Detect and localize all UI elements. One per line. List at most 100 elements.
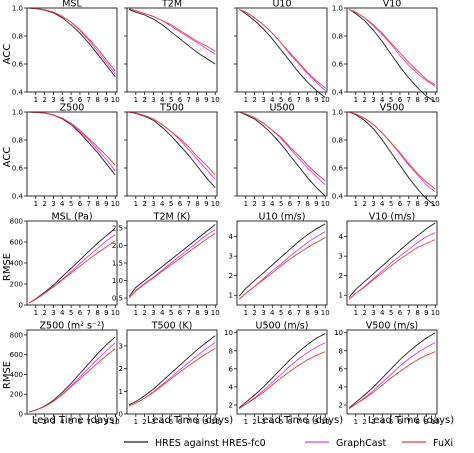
panel-frame [346, 111, 438, 197]
row-label-4: RMSE [2, 361, 13, 389]
x-tick-label: 6 [78, 96, 83, 104]
series-line-graphcast [128, 229, 216, 299]
panel-title: Z500 (m² s⁻²) [40, 321, 105, 332]
x-tick-label: 4 [270, 200, 275, 208]
y-tick-label: 0 [119, 411, 123, 419]
x-tick-label: 8 [95, 96, 99, 104]
x-tick-label: 2 [142, 96, 146, 104]
x-tick-label: 4 [270, 418, 275, 426]
x-tick-label: 5 [169, 200, 173, 208]
x-tick-label: 6 [288, 418, 293, 426]
row-label-3: RMSE [2, 253, 13, 281]
y-tick-label: 0.8 [332, 137, 343, 145]
x-tick-label: 2 [362, 309, 366, 317]
x-tick-label: 2 [42, 309, 46, 317]
x-tick-label: 9 [424, 309, 428, 317]
x-tick-label: 1 [34, 200, 38, 208]
x-tick-label: 1 [34, 309, 38, 317]
x-tick-label: 8 [415, 418, 419, 426]
series-line-fuxi [129, 111, 216, 176]
x-tick-label: 2 [362, 200, 366, 208]
panel-frame [26, 329, 118, 415]
x-tick-label: 1 [134, 200, 138, 208]
x-tick-label: 9 [314, 309, 318, 317]
x-tick-label: 1 [244, 309, 248, 317]
x-tick-label: 6 [398, 96, 403, 104]
x-tick-label: 2 [362, 418, 366, 426]
x-tick-label: 2 [42, 200, 46, 208]
x-tick-label: 6 [78, 200, 83, 208]
x-tick-label: 8 [195, 96, 199, 104]
y-tick-label: 2.0 [112, 242, 123, 250]
y-tick-label: 800 [10, 331, 23, 339]
y-tick-label: 1.0 [12, 5, 23, 13]
legend: HRES against HRES-fc0 GraphCast FuXi [124, 438, 453, 449]
x-tick-label: 5 [169, 309, 173, 317]
panel-frame [126, 111, 218, 197]
series-line-hres [28, 228, 116, 304]
x-tick-label: 5 [389, 309, 393, 317]
x-tick-label: 7 [407, 96, 411, 104]
series-line-hres [29, 111, 116, 176]
legend-label-graphcast: GraphCast [336, 438, 387, 449]
y-tick-label: 0.5 [112, 295, 123, 303]
x-tick-label: 3 [371, 96, 375, 104]
x-tick-label: 2 [142, 309, 146, 317]
y-tick-label: 0.4 [12, 193, 24, 201]
y-tick-label: 1 [119, 388, 123, 396]
y-tick-label: 3 [339, 253, 343, 261]
panel-title: T2M [161, 0, 182, 10]
x-tick-label: 4 [380, 309, 385, 317]
series-line-graphcast [29, 342, 116, 413]
panel-title: Z500 [60, 103, 85, 114]
y-tick-label: 2 [229, 401, 233, 409]
x-tick-label: 10 [321, 309, 330, 317]
y-tick-label: 6 [229, 365, 234, 373]
x-tick-label: 7 [297, 418, 301, 426]
x-tick-label: 4 [60, 96, 65, 104]
x-tick-label: 1 [134, 309, 138, 317]
panel-frame [26, 7, 118, 93]
x-tick-label: 4 [270, 309, 275, 317]
panel-6: T500 1 2 3 4 5 6 7 8 9 10 [124, 103, 220, 208]
x-tick-label: 9 [314, 418, 318, 426]
y-tick-label: 1.5 [112, 260, 123, 268]
x-tick-label: 7 [187, 309, 191, 317]
x-tick-label: 3 [261, 418, 265, 426]
y-tick-label: 4 [229, 233, 234, 241]
y-tick-label: 4 [339, 383, 344, 391]
y-tick-label: 200 [10, 391, 23, 399]
x-tick-label: 1 [354, 96, 358, 104]
x-tick-label: 5 [69, 96, 73, 104]
x-tick-label: 6 [178, 96, 183, 104]
x-tick-label: 5 [389, 200, 393, 208]
x-tick-label: 8 [415, 96, 419, 104]
series-line-graphcast [129, 111, 216, 180]
row-label-2: ACC [2, 147, 13, 168]
x-tick-label: 9 [314, 200, 318, 208]
panel-frame [346, 7, 438, 93]
y-tick-label: 0.4 [12, 89, 24, 97]
x-tick-label: 9 [104, 200, 108, 208]
panel-title: T500 (K) [151, 321, 193, 332]
x-tick-label: 7 [87, 200, 91, 208]
x-tick-label: 10 [321, 418, 330, 426]
series-line-fuxi [28, 240, 116, 304]
series-line-hres [238, 9, 326, 98]
x-tick-label: 3 [371, 200, 375, 208]
x-tick-label: 7 [297, 309, 301, 317]
x-tick-label: 8 [95, 200, 99, 208]
y-tick-label: 0.6 [12, 165, 24, 173]
series-line-fuxi [239, 111, 326, 181]
panel-2: T2M 1 2 3 4 5 6 7 8 9 10 [124, 0, 220, 104]
x-tick-label: 1 [354, 418, 358, 426]
x-tick-label: 1 [134, 96, 138, 104]
x-tick-label: 8 [95, 309, 99, 317]
x-tick-label: 2 [252, 418, 256, 426]
x-tick-label: 10 [431, 96, 440, 104]
x-tick-label: 10 [431, 418, 440, 426]
x-tick-label: 4 [380, 200, 385, 208]
series-line-fuxi [29, 348, 116, 413]
